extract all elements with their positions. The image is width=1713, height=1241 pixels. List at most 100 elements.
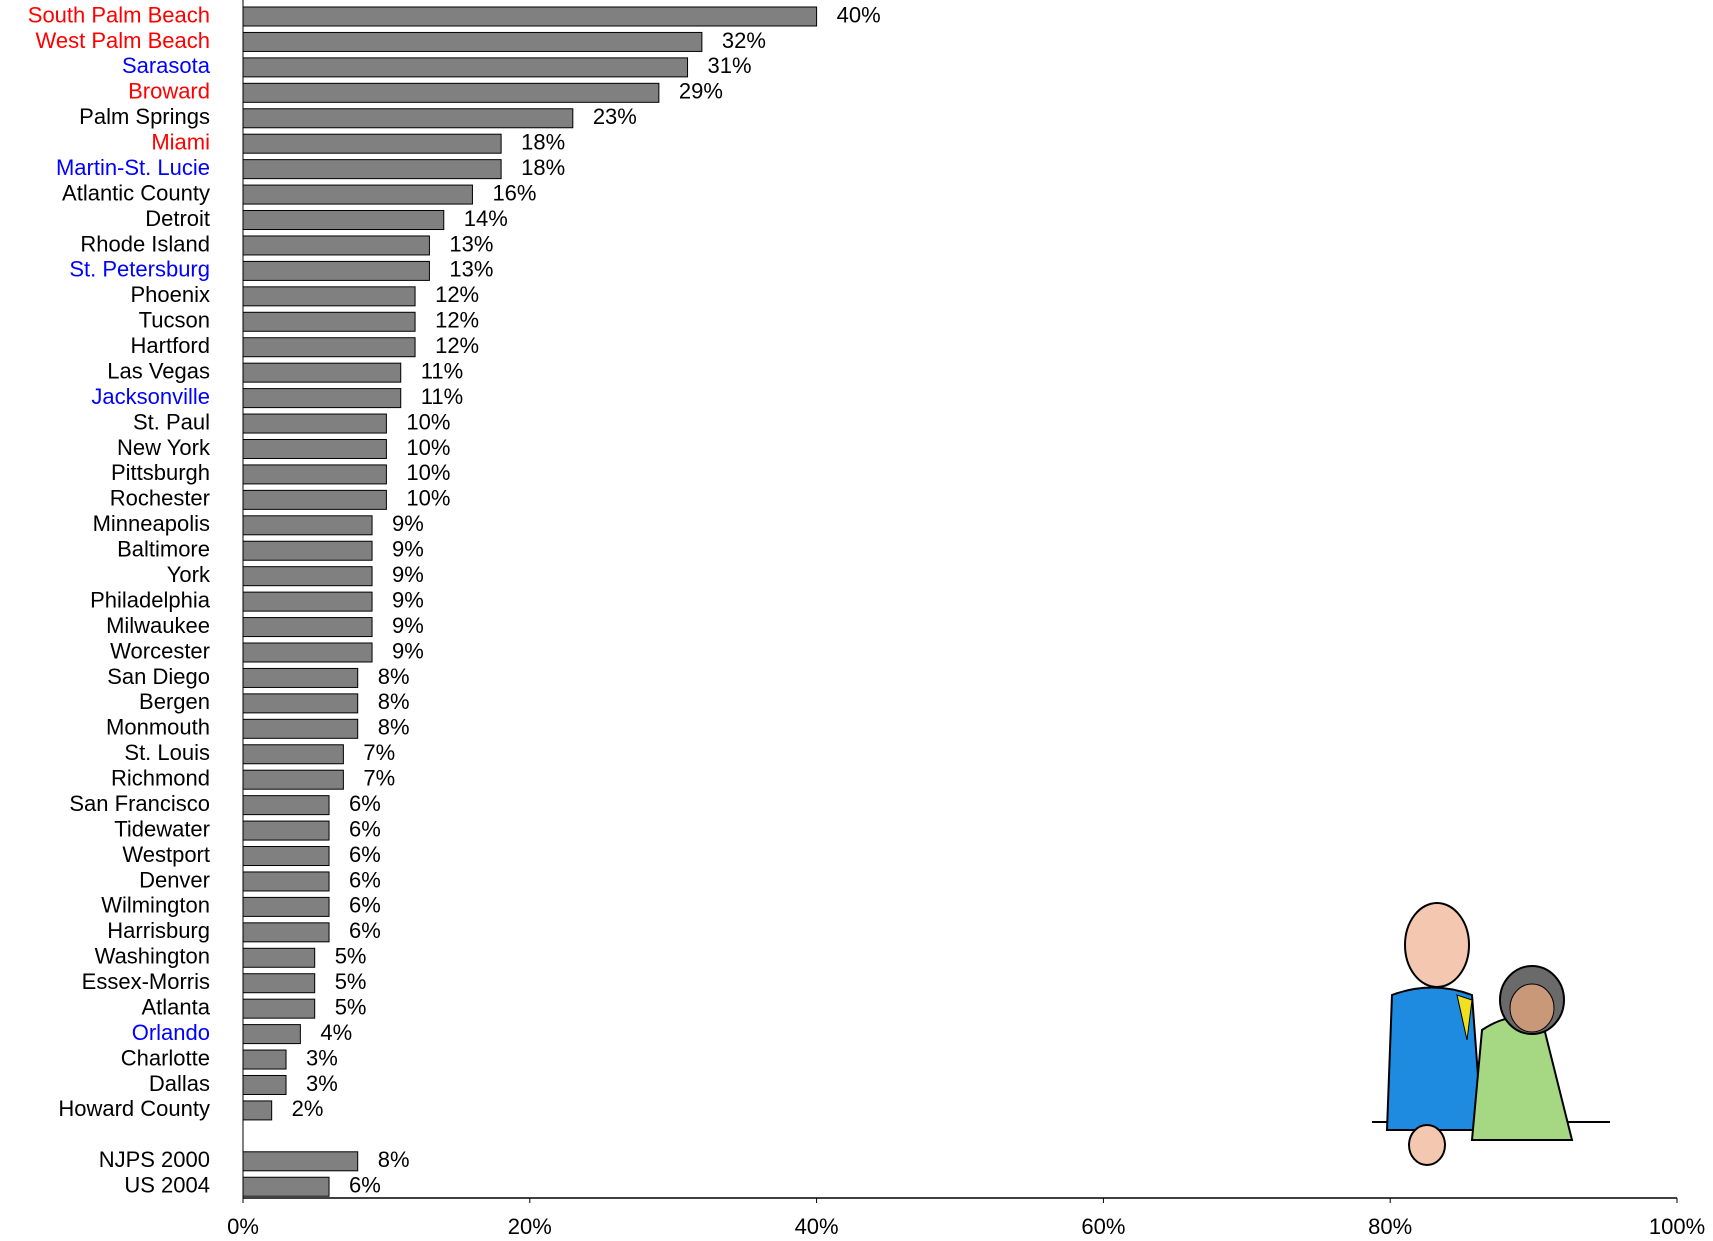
- category-label: Tidewater: [114, 816, 210, 841]
- category-label: Worcester: [110, 638, 210, 663]
- bar: [242, 1024, 301, 1045]
- bar: [242, 388, 402, 409]
- value-label: 13%: [449, 231, 493, 256]
- bar: [242, 108, 574, 129]
- category-label: Pittsburgh: [111, 460, 210, 485]
- value-label: 6%: [349, 893, 381, 918]
- bar: [242, 896, 330, 917]
- category-label: Monmouth: [106, 715, 210, 740]
- value-label: 40%: [837, 2, 881, 27]
- category-label: Harrisburg: [107, 918, 210, 943]
- value-label: 32%: [722, 28, 766, 53]
- value-label: 10%: [406, 460, 450, 485]
- category-label: St. Louis: [124, 740, 210, 765]
- value-label: 14%: [464, 206, 508, 231]
- category-label: San Francisco: [69, 791, 210, 816]
- category-label: Westport: [122, 842, 210, 867]
- bar: [242, 159, 502, 180]
- bar: [242, 438, 387, 459]
- bar: [242, 998, 316, 1019]
- value-label: 5%: [335, 994, 367, 1019]
- bar: [242, 693, 359, 714]
- bar: [242, 235, 430, 256]
- bar: [242, 260, 430, 281]
- value-label: 4%: [320, 1020, 352, 1045]
- category-label: San Diego: [107, 664, 210, 689]
- bar: [242, 133, 502, 154]
- value-label: 6%: [349, 867, 381, 892]
- value-label: 6%: [349, 816, 381, 841]
- clipart-couple: [1372, 902, 1610, 1166]
- value-label: 8%: [378, 1147, 410, 1172]
- category-label: NJPS 2000: [99, 1147, 210, 1172]
- category-label: Bergen: [139, 689, 210, 714]
- value-label: 5%: [335, 969, 367, 994]
- x-tick-label: 80%: [1368, 1214, 1412, 1239]
- bar: [242, 489, 387, 510]
- bar: [242, 464, 387, 485]
- value-label: 29%: [679, 79, 723, 104]
- x-tick-label: 0%: [227, 1214, 259, 1239]
- bar: [242, 667, 359, 688]
- bar: [242, 311, 416, 332]
- bar: [242, 1049, 287, 1070]
- bar: [242, 642, 373, 663]
- bar: [242, 184, 473, 205]
- value-label: 2%: [292, 1096, 324, 1121]
- category-label: Atlanta: [142, 994, 211, 1019]
- value-label: 7%: [363, 740, 395, 765]
- value-label: 16%: [492, 180, 536, 205]
- category-label: Jacksonville: [91, 384, 210, 409]
- bar: [242, 795, 330, 816]
- x-tick-label: 100%: [1649, 1214, 1705, 1239]
- category-label: Dallas: [149, 1071, 210, 1096]
- bar: [242, 82, 660, 103]
- category-label: York: [167, 562, 211, 587]
- value-label: 23%: [593, 104, 637, 129]
- category-label: Phoenix: [130, 282, 210, 307]
- value-label: 6%: [349, 842, 381, 867]
- value-label: 12%: [435, 333, 479, 358]
- category-label: Charlotte: [121, 1045, 210, 1070]
- value-label: 7%: [363, 766, 395, 791]
- value-label: 8%: [378, 715, 410, 740]
- category-label: Atlantic County: [62, 180, 210, 205]
- category-label: Baltimore: [117, 537, 210, 562]
- category-label: Wilmington: [101, 893, 210, 918]
- category-label: St. Paul: [133, 409, 210, 434]
- value-label: 8%: [378, 664, 410, 689]
- category-label: Hartford: [131, 333, 210, 358]
- category-label: Washington: [95, 944, 210, 969]
- value-label: 8%: [378, 689, 410, 714]
- bar: [242, 540, 373, 561]
- bar: [242, 922, 330, 943]
- bar: [242, 515, 373, 536]
- category-label: Howard County: [58, 1096, 210, 1121]
- category-label: Milwaukee: [106, 613, 210, 638]
- category-label: Broward: [128, 79, 210, 104]
- category-label: Tucson: [139, 308, 210, 333]
- bar: [242, 413, 387, 434]
- value-label: 18%: [521, 130, 565, 155]
- bar: [242, 6, 818, 27]
- category-label: US 2004: [124, 1173, 210, 1198]
- value-label: 9%: [392, 537, 424, 562]
- value-label: 5%: [335, 944, 367, 969]
- value-label: 18%: [521, 155, 565, 180]
- bar: [242, 286, 416, 307]
- bar: [242, 1100, 273, 1121]
- category-label: New York: [117, 435, 211, 460]
- value-label: 10%: [406, 409, 450, 434]
- x-tick-label: 60%: [1081, 1214, 1125, 1239]
- category-label: Las Vegas: [107, 358, 210, 383]
- bar: [242, 591, 373, 612]
- bar: [242, 846, 330, 867]
- category-label: Sarasota: [122, 53, 211, 78]
- bar: [242, 1074, 287, 1095]
- bar: [242, 1176, 330, 1197]
- value-label: 6%: [349, 1173, 381, 1198]
- value-label: 31%: [708, 53, 752, 78]
- category-label: Miami: [151, 130, 210, 155]
- value-label: 10%: [406, 486, 450, 511]
- category-label: Essex-Morris: [82, 969, 210, 994]
